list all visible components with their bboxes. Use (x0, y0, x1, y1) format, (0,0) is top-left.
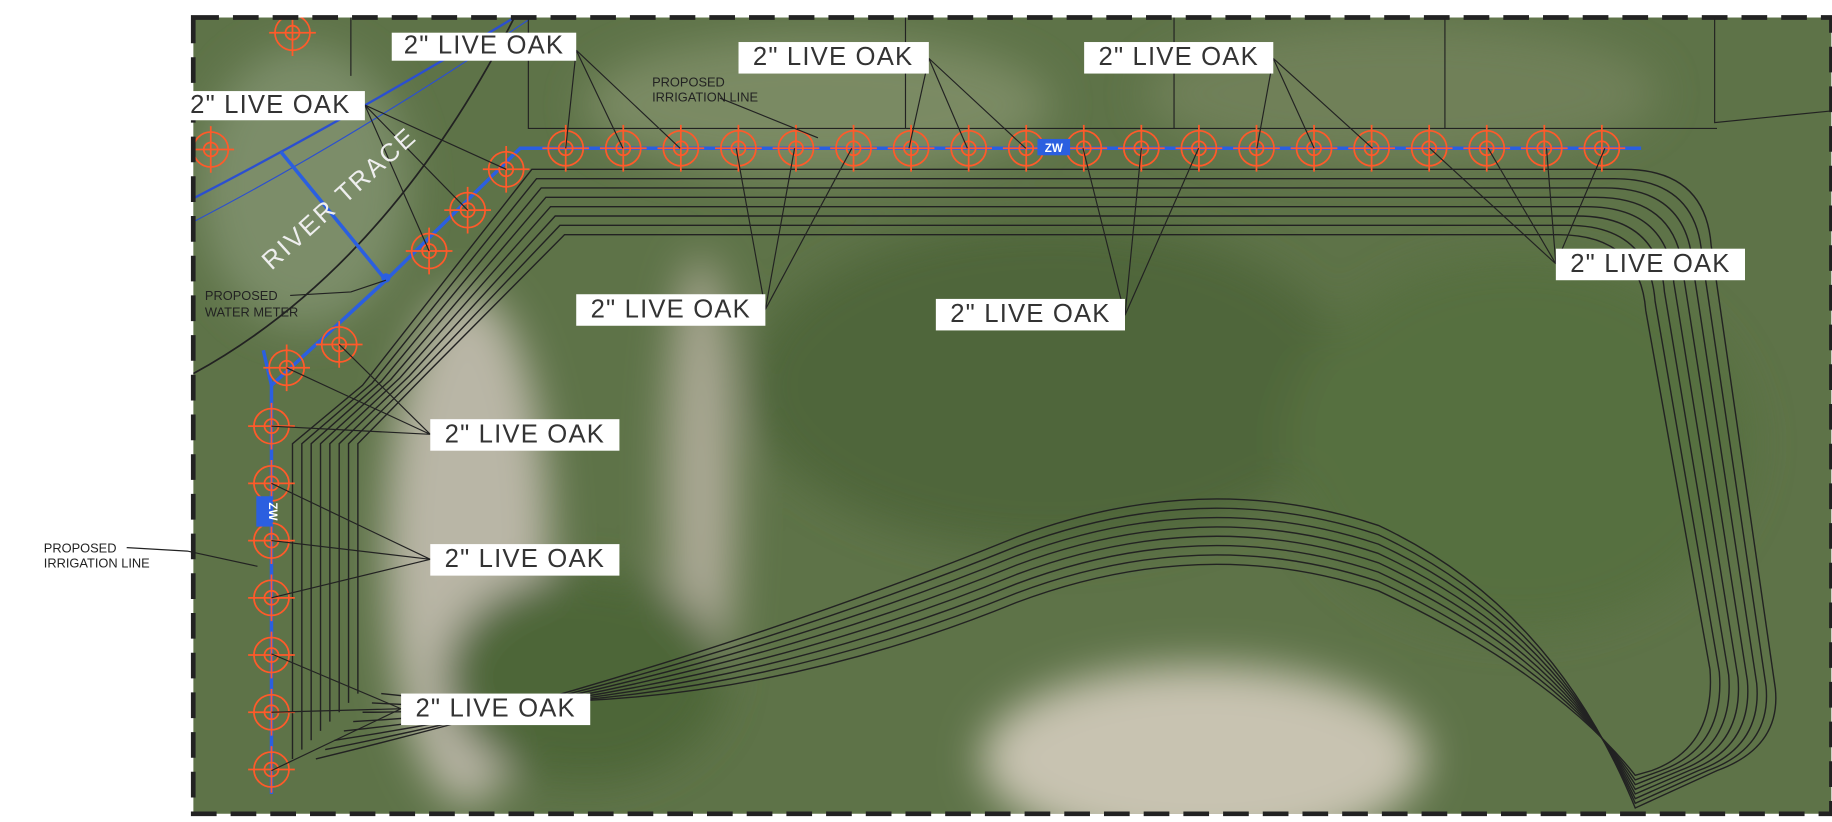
contour-line (291, 168, 1777, 809)
tree-symbol (1233, 124, 1280, 172)
note-line: PROPOSED (205, 288, 278, 303)
contour-line (329, 205, 1740, 791)
callout-label: 2" LIVE OAK (190, 91, 350, 119)
contour-line (347, 224, 1721, 781)
callout-label: 2" LIVE OAK (1570, 250, 1730, 278)
callout-label: 2" LIVE OAK (753, 43, 913, 71)
tree-cross (269, 17, 316, 57)
tree-symbol (599, 124, 647, 172)
callout-label: 2" LIVE OAK (404, 31, 564, 59)
tree-cross (248, 746, 295, 793)
contour-line (357, 233, 1712, 777)
tree-symbol (1348, 124, 1395, 172)
callout-label: 2" LIVE OAK (950, 300, 1110, 328)
note-line: WATER METER (205, 304, 298, 319)
tree-cross (772, 124, 820, 172)
tree-cross (945, 124, 993, 172)
sheet-border (190, 15, 1832, 817)
note-line: PROPOSED (44, 540, 117, 555)
tree-symbol (657, 124, 705, 172)
tree-symbol (715, 124, 762, 172)
contour-line (338, 215, 1730, 786)
callout-label: 2" LIVE OAK (415, 695, 575, 723)
leaders (126, 49, 1606, 772)
tree-cross (1405, 124, 1453, 172)
meter-tags: ZW ZW (256, 138, 1071, 527)
tree-cross (1175, 124, 1223, 172)
tree-symbol (1405, 124, 1453, 172)
tree-cross (715, 124, 762, 172)
tree-cross (1348, 124, 1395, 172)
tree-symbol (248, 746, 295, 793)
tree-symbol (945, 124, 993, 172)
tree-cross (830, 124, 877, 172)
callout-label: 2" LIVE OAK (445, 420, 605, 448)
tree-symbol (248, 631, 295, 679)
tree-symbol (1520, 124, 1568, 172)
note-line: IRRIGATION LINE (652, 90, 758, 105)
tree-symbol (1117, 124, 1165, 172)
tree-symbol (1463, 124, 1511, 172)
tree-cross (1463, 124, 1511, 172)
meter-tag: ZW (1045, 142, 1063, 155)
tree-cross (1578, 124, 1626, 172)
note-line: PROPOSED (652, 74, 725, 89)
tree-cross (657, 124, 705, 172)
callout-label: 2" LIVE OAK (591, 295, 751, 323)
tree-cross (248, 631, 295, 679)
callout-label: 2" LIVE OAK (445, 545, 605, 573)
meter-tag: ZW (266, 502, 279, 520)
tree-cross (1520, 124, 1568, 172)
tree-symbol (1175, 124, 1223, 172)
tree-symbol (830, 124, 877, 172)
tree-cross (1233, 124, 1280, 172)
tree-symbol (269, 17, 316, 57)
callout-label: 2" LIVE OAK (1099, 43, 1259, 71)
note-line: IRRIGATION LINE (44, 555, 150, 570)
tree-cross (887, 124, 935, 172)
tree-callouts: 2" LIVE OAK 2" LIVE OAK 2" LIVE OAK 2" L… (175, 31, 1746, 726)
tree-symbol (772, 124, 820, 172)
tree-cross (599, 124, 647, 172)
tree-cross (1117, 124, 1165, 172)
